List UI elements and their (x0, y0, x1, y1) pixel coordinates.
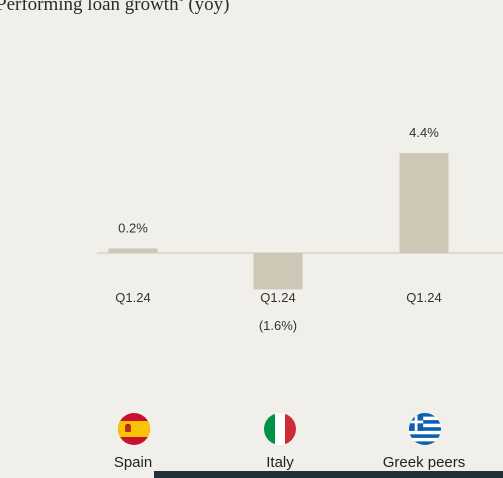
greece-flag-icon (409, 413, 441, 445)
spain-flag-icon (118, 413, 150, 445)
x-tick-label: Q1.24 (406, 290, 441, 305)
country-label-spain: Spain (113, 454, 153, 471)
data-label: (1.6%) (259, 318, 297, 333)
x-tick-label: Q1.24 (260, 290, 295, 305)
bar-italy (253, 253, 303, 290)
bottom-bar (154, 471, 503, 478)
x-tick-label: Q1.24 (115, 290, 150, 305)
chart-title: Performing loan growth1 (yoy) (0, 0, 230, 15)
data-label: 0.2% (118, 220, 148, 235)
bar-greek-peers (399, 153, 449, 253)
data-label: 4.4% (409, 125, 439, 140)
italy-flag-icon (264, 413, 296, 445)
bar-chart: Q1.24 0.2% Q1.24 (1.6%) Q1.24 4.4% (97, 125, 503, 333)
country-label-italy: Italy (266, 454, 294, 471)
bar-spain (108, 248, 158, 253)
country-label-greek-peers: Greek peers (382, 454, 466, 471)
